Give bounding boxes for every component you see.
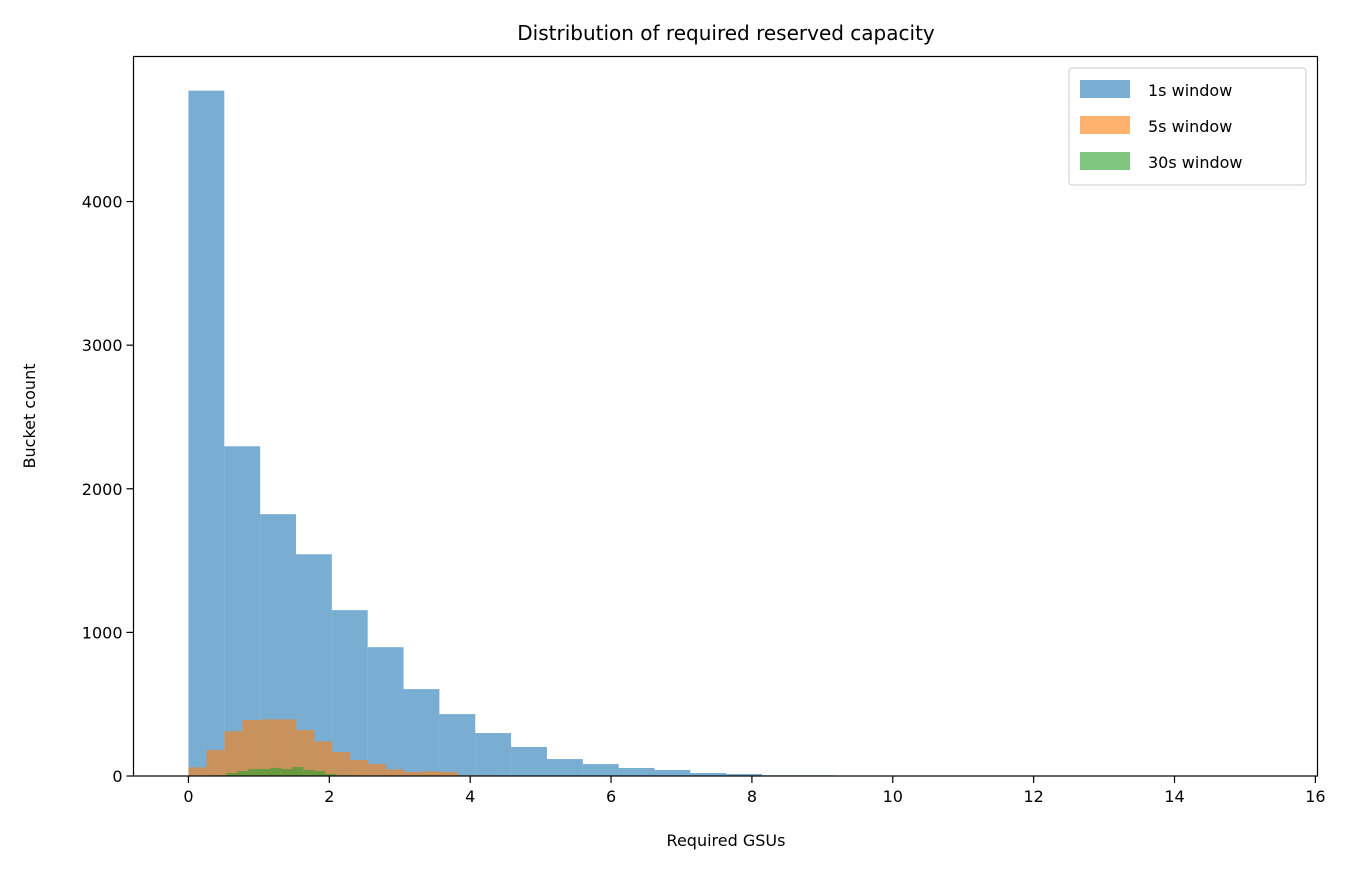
histogram-bar <box>404 689 440 776</box>
histogram-bar <box>422 771 440 776</box>
y-axis: 0 1000 2000 3000 4000 <box>82 193 134 786</box>
legend: 1s window 5s window 30s window <box>1069 68 1306 185</box>
histogram-bar <box>270 768 281 776</box>
chart-title: Distribution of required reserved capaci… <box>517 21 935 45</box>
y-tick-label: 0 <box>112 767 122 786</box>
histogram-bar <box>224 731 242 776</box>
histogram-bar <box>259 769 270 776</box>
x-axis: 0 2 4 6 8 10 12 14 16 <box>183 776 1325 806</box>
histogram-bar <box>511 747 547 776</box>
x-tick-label: 16 <box>1305 787 1325 806</box>
x-tick-label: 0 <box>183 787 193 806</box>
histogram-bar <box>237 771 248 776</box>
histogram-bar <box>350 760 368 776</box>
x-tick-label: 14 <box>1164 787 1184 806</box>
legend-swatch <box>1080 116 1130 134</box>
y-tick-label: 4000 <box>82 193 123 212</box>
histogram-bar <box>260 719 278 776</box>
legend-swatch <box>1080 152 1130 170</box>
x-tick-label: 12 <box>1023 787 1043 806</box>
histogram-bar <box>386 769 404 776</box>
histogram-bar <box>206 750 224 776</box>
histogram-bar <box>188 91 224 776</box>
histogram-bar <box>242 720 260 776</box>
legend-label: 1s window <box>1148 81 1232 100</box>
histogram-bar <box>439 714 475 776</box>
histogram-bar <box>332 752 350 776</box>
histogram-bar <box>619 768 655 776</box>
legend-swatch <box>1080 80 1130 98</box>
series-0 <box>188 91 1264 776</box>
histogram-bar <box>440 772 458 776</box>
y-tick-label: 2000 <box>82 480 123 499</box>
y-axis-label: Bucket count <box>20 364 39 469</box>
histogram-bar <box>188 767 206 776</box>
histogram-bar <box>281 769 292 776</box>
x-tick-label: 4 <box>465 787 475 806</box>
legend-label: 30s window <box>1148 153 1242 172</box>
histogram-bar <box>655 770 691 776</box>
histogram-bar <box>292 767 303 776</box>
histogram-bar <box>303 770 314 776</box>
x-tick-label: 8 <box>747 787 757 806</box>
histogram-bar <box>404 772 422 776</box>
histogram-bar <box>475 733 511 776</box>
histogram-bar <box>314 741 332 776</box>
legend-label: 5s window <box>1148 117 1232 136</box>
histogram-bar <box>547 759 583 776</box>
histogram-bar <box>368 647 404 776</box>
y-tick-label: 3000 <box>82 336 123 355</box>
histogram-bar <box>248 769 259 776</box>
x-tick-label: 6 <box>606 787 616 806</box>
histogram-bar <box>332 610 368 776</box>
x-tick-label: 10 <box>883 787 903 806</box>
histogram-bar <box>583 764 619 776</box>
y-tick-label: 1000 <box>82 623 123 642</box>
bars-layer <box>188 91 1264 776</box>
histogram-bar <box>368 764 386 776</box>
x-axis-label: Required GSUs <box>667 831 786 850</box>
histogram-bar <box>314 771 325 776</box>
x-tick-label: 2 <box>324 787 334 806</box>
